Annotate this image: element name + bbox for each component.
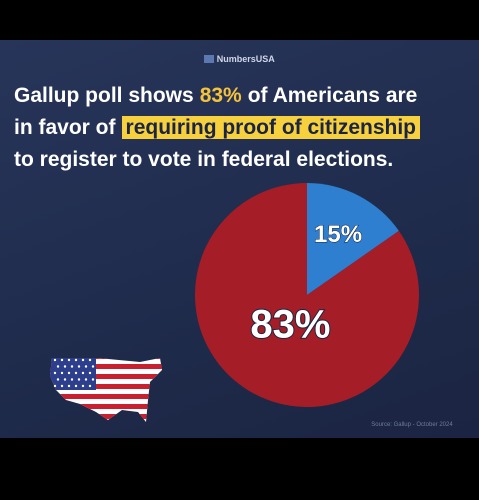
title-highlight: 83% [199,84,242,107]
title-line: to register to vote in federal elections… [14,144,426,176]
chart: Source: Gallup - October 2024 15% 83% [50,183,453,428]
panel: NumbersUSA Gallup poll shows 83% of Americ… [0,40,479,438]
star [77,365,81,368]
star [56,378,60,381]
us-flag-map [50,358,162,422]
pie-slice [195,183,420,407]
title-text: Gallup poll shows [14,84,194,107]
star [63,378,67,381]
star [63,365,67,368]
star [77,378,81,381]
star [91,378,95,381]
flag-stars [53,358,95,388]
star [84,378,88,381]
star [81,384,85,388]
star [74,371,78,375]
star [84,365,88,368]
star [74,358,78,362]
star [88,384,92,388]
star [88,358,92,362]
title: Gallup poll shows 83% of Americans are in … [14,80,426,176]
star [70,365,74,368]
star [56,365,60,368]
star [88,371,92,375]
star [60,371,64,375]
slice-label: 83% [250,302,330,346]
star [81,358,85,362]
logo-icon [204,55,215,63]
source: Source: Gallup - October 2024 [371,422,453,428]
star [67,358,71,362]
title-text: in favor of [14,116,116,139]
title-highlight-box: requiring proof of citizenship [121,116,421,139]
star [70,378,74,381]
star [60,384,64,388]
title-text: to register to vote in federal elections… [14,148,394,171]
title-text: of Americans are [247,84,418,107]
pie-slice [307,183,399,295]
brand-logo: NumbersUSA [0,54,479,64]
star [74,384,78,388]
star [91,365,95,368]
star [81,371,85,375]
title-line: Gallup poll shows 83% of Americans are [14,80,426,112]
slice-label: 15% [314,221,362,248]
brand-name: NumbersUSA [216,54,275,64]
title-line: in favor of requiring proof of citizenshi… [14,112,426,144]
star [53,371,57,375]
star [53,384,57,388]
star [53,358,57,362]
star [67,384,71,388]
star [67,371,71,375]
star [60,358,64,362]
